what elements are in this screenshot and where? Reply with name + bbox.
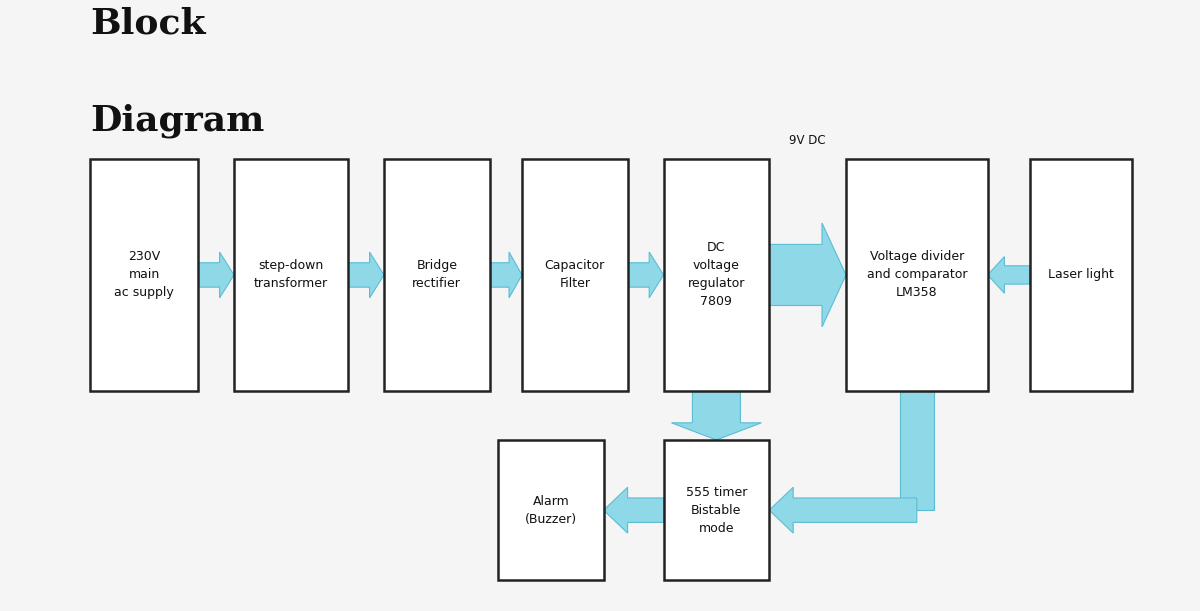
Text: DC
voltage
regulator
7809: DC voltage regulator 7809: [688, 241, 745, 309]
Text: Laser light: Laser light: [1048, 268, 1114, 282]
Text: 230V
main
ac supply: 230V main ac supply: [114, 251, 174, 299]
Polygon shape: [988, 257, 1030, 293]
FancyBboxPatch shape: [1030, 159, 1132, 391]
FancyBboxPatch shape: [664, 159, 769, 391]
FancyBboxPatch shape: [384, 159, 490, 391]
FancyBboxPatch shape: [90, 159, 198, 391]
Text: step-down
transformer: step-down transformer: [254, 260, 328, 290]
Text: Block: Block: [90, 6, 205, 40]
Text: Voltage divider
and comparator
LM358: Voltage divider and comparator LM358: [866, 251, 967, 299]
Polygon shape: [348, 252, 384, 298]
FancyBboxPatch shape: [846, 159, 988, 391]
FancyBboxPatch shape: [664, 440, 769, 580]
Polygon shape: [490, 252, 522, 298]
Text: 9V DC: 9V DC: [790, 134, 826, 147]
Polygon shape: [672, 391, 762, 440]
Text: Diagram: Diagram: [90, 104, 264, 138]
Polygon shape: [604, 488, 664, 533]
FancyBboxPatch shape: [522, 159, 628, 391]
Text: Alarm
(Buzzer): Alarm (Buzzer): [524, 495, 577, 525]
Polygon shape: [198, 252, 234, 298]
FancyBboxPatch shape: [234, 159, 348, 391]
Polygon shape: [900, 391, 934, 510]
Polygon shape: [628, 252, 664, 298]
Polygon shape: [769, 488, 917, 533]
Text: Capacitor
Filter: Capacitor Filter: [545, 260, 605, 290]
Text: 555 timer
Bistable
mode: 555 timer Bistable mode: [685, 486, 748, 535]
FancyBboxPatch shape: [498, 440, 604, 580]
Polygon shape: [769, 223, 846, 327]
Text: Bridge
rectifier: Bridge rectifier: [413, 260, 461, 290]
